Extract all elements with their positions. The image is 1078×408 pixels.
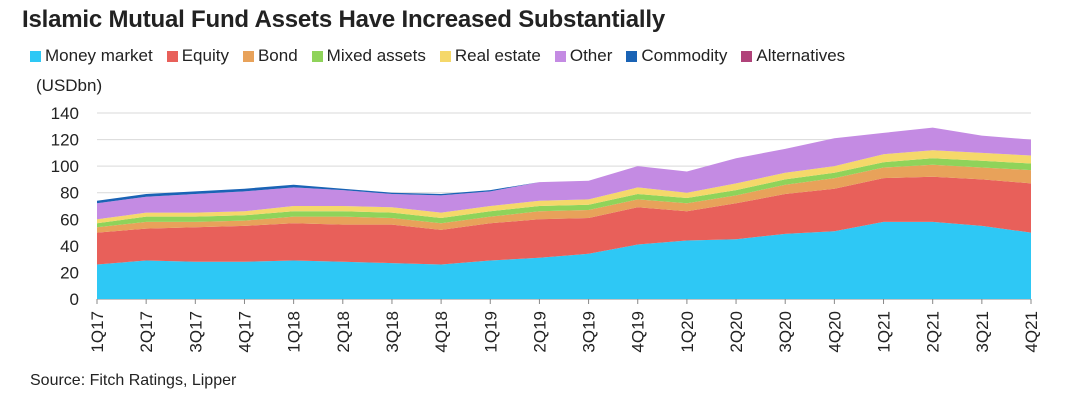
legend-label: Commodity: [641, 46, 728, 65]
x-tick-label: 2Q19: [530, 311, 549, 353]
x-tick-label: 4Q20: [825, 311, 844, 353]
area-real-estate: [97, 150, 1031, 224]
y-tick-label: 0: [70, 290, 79, 309]
x-tick-label: 2Q20: [727, 311, 746, 353]
legend-item-equity: Equity: [166, 46, 229, 66]
legend-swatch: [311, 50, 323, 62]
legend-swatch: [439, 50, 451, 62]
y-tick-label: 80: [60, 184, 79, 203]
legend-label: Alternatives: [756, 46, 846, 65]
x-tick-label: 3Q20: [776, 311, 795, 353]
x-tick-label: 1Q19: [481, 311, 500, 353]
x-tick-label: 3Q17: [186, 311, 205, 353]
y-tick-label: 20: [60, 263, 79, 282]
x-tick-label: 4Q19: [629, 311, 648, 353]
x-tick-label: 2Q18: [334, 311, 353, 353]
area-other: [97, 127, 1031, 220]
legend-label: Mixed assets: [326, 46, 426, 65]
legend-item-money-market: Money market: [30, 46, 153, 66]
y-axis-unit-label: (USDbn): [36, 76, 103, 95]
legend-swatch: [741, 50, 753, 62]
legend-item-other: Other: [554, 46, 613, 66]
legend-swatch: [554, 50, 566, 62]
x-tick-label: 3Q19: [580, 311, 599, 353]
x-tick-label: 4Q21: [1022, 311, 1041, 353]
area-money-market: [97, 221, 1031, 299]
chart-title: Islamic Mutual Fund Assets Have Increase…: [22, 6, 665, 33]
x-tick-label: 1Q20: [678, 311, 697, 353]
x-tick-label: 4Q18: [432, 311, 451, 353]
legend-item-bond: Bond: [242, 46, 298, 66]
legend-swatch: [166, 50, 178, 62]
y-tick-label: 140: [51, 104, 79, 123]
x-tick-label: 1Q21: [875, 311, 894, 353]
source-note: Source: Fitch Ratings, Lipper: [30, 372, 237, 389]
legend-item-mixed-assets: Mixed assets: [311, 46, 426, 66]
legend-label: Money market: [45, 46, 153, 65]
legend-label: Bond: [257, 46, 298, 65]
x-tick-label: 2Q21: [924, 311, 943, 353]
legend-item-commodity: Commodity: [626, 46, 727, 66]
legend-swatch: [30, 50, 41, 62]
y-tick-label: 40: [60, 237, 79, 256]
legend-swatch: [626, 50, 638, 62]
x-tick-label: 1Q17: [88, 311, 107, 353]
y-tick-label: 100: [51, 157, 79, 176]
x-tick-label: 3Q21: [973, 311, 992, 353]
legend-label: Other: [569, 46, 613, 65]
area-bond: [97, 164, 1031, 233]
x-tick-label: 4Q17: [235, 311, 254, 353]
x-tick-label: 3Q18: [383, 311, 402, 353]
area-equity: [97, 176, 1031, 265]
legend-label: Real estate: [454, 46, 541, 65]
legend: Money market Equity Bond Mixed assets Real e…: [30, 46, 845, 66]
legend-item-real-estate: Real estate: [439, 46, 541, 66]
legend-label: Equity: [181, 46, 229, 65]
x-tick-label: 2Q17: [137, 311, 156, 353]
y-tick-label: 120: [51, 131, 79, 150]
area-mixed-assets: [97, 158, 1031, 228]
legend-swatch: [242, 50, 254, 62]
legend-item-alternatives: Alternatives: [741, 46, 845, 66]
y-tick-label: 60: [60, 210, 79, 229]
x-tick-label: 1Q18: [285, 311, 304, 353]
